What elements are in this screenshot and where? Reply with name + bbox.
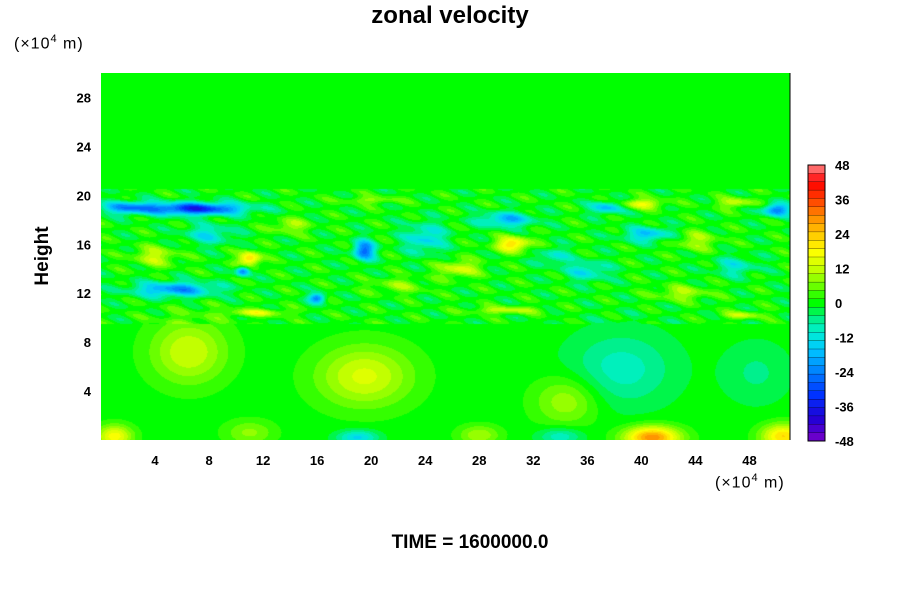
colorbar-segment xyxy=(807,273,826,283)
colorbar-segment xyxy=(807,348,826,358)
colorbar-segment xyxy=(807,307,826,316)
colorbar-segment xyxy=(807,323,826,333)
colorbar-segment xyxy=(807,256,826,266)
y-axis-unit: (×104 m) xyxy=(14,33,84,53)
x-tick-label: 28 xyxy=(472,453,486,468)
colorbar-tick-label: 24 xyxy=(835,227,850,242)
x-tick-label: 4 xyxy=(151,453,159,468)
plot-area xyxy=(101,73,791,440)
x-tick-label: 48 xyxy=(742,453,756,468)
y-tick-label: 16 xyxy=(77,237,91,252)
y-tick-label: 20 xyxy=(77,188,91,203)
colorbar-tick-label: 0 xyxy=(835,296,842,311)
colorbar-segment xyxy=(807,399,826,408)
heatmap-image xyxy=(101,73,790,440)
colorbar-segment xyxy=(807,390,826,400)
colorbar-segment xyxy=(807,298,826,308)
colorbar-segment xyxy=(807,231,826,241)
colorbar-segment xyxy=(807,340,826,350)
x-tick-label: 32 xyxy=(526,453,540,468)
colorbar-tick-label: -24 xyxy=(835,365,855,380)
colorbar-tick-label: 48 xyxy=(835,158,849,173)
colorbar-segment xyxy=(807,206,826,216)
colorbar-segment xyxy=(807,173,826,183)
colorbar: 48 36 24 12 0 -12 -24 -36 -48 xyxy=(807,158,855,449)
colorbar-segment xyxy=(807,248,826,258)
x-tick-label: 44 xyxy=(688,453,703,468)
colorbar-segment xyxy=(807,215,826,224)
colorbar-segment xyxy=(807,164,826,174)
y-tick-label: 28 xyxy=(77,90,91,105)
colorbar-segment xyxy=(807,290,826,300)
colorbar-tick-label: -36 xyxy=(835,400,854,415)
colorbar-segment xyxy=(807,424,826,434)
colorbar-segment xyxy=(807,332,826,342)
colorbar-segment xyxy=(807,357,826,367)
x-tick-label: 12 xyxy=(256,453,270,468)
colorbar-tick-label: -12 xyxy=(835,331,854,346)
x-tick-label: 24 xyxy=(418,453,433,468)
colorbar-segment xyxy=(807,265,826,275)
x-tick-label: 20 xyxy=(364,453,378,468)
x-tick-label: 40 xyxy=(634,453,648,468)
colorbar-segment xyxy=(807,407,826,417)
colorbar-frame xyxy=(807,164,826,442)
x-tick-label: 16 xyxy=(310,453,324,468)
colorbar-tick-label: -48 xyxy=(835,434,854,449)
colorbar-segment xyxy=(807,240,826,250)
colorbar-segment xyxy=(807,223,826,233)
colorbar-segment xyxy=(807,373,826,383)
colorbar-segment xyxy=(807,198,826,208)
colorbar-segment xyxy=(807,189,826,199)
colorbar-tick-label: 36 xyxy=(835,193,849,208)
x-axis-ticks: 4 8 12 16 20 24 28 32 36 40 44 48 xyxy=(151,453,756,468)
colorbar-segment xyxy=(807,315,826,325)
x-tick-label: 8 xyxy=(205,453,212,468)
y-tick-label: 4 xyxy=(84,384,92,399)
colorbar-segment xyxy=(807,432,826,442)
colorbar-segment xyxy=(807,281,826,291)
y-tick-label: 8 xyxy=(84,335,91,350)
y-tick-label: 24 xyxy=(77,139,92,154)
x-axis-unit: (×104 m) xyxy=(715,472,785,492)
colorbar-tick-label: 12 xyxy=(835,262,849,277)
colorbar-segment xyxy=(807,382,826,392)
colorbar-segment xyxy=(807,181,826,191)
y-axis-ticks: 4 8 12 16 20 24 28 xyxy=(77,90,92,399)
colorbar-segment xyxy=(807,415,826,425)
time-label: TIME = 1600000.0 xyxy=(391,532,549,553)
colorbar-segment xyxy=(807,365,826,375)
y-tick-label: 12 xyxy=(77,286,91,301)
x-tick-label: 36 xyxy=(580,453,594,468)
chart-title: zonal velocity xyxy=(371,2,529,29)
